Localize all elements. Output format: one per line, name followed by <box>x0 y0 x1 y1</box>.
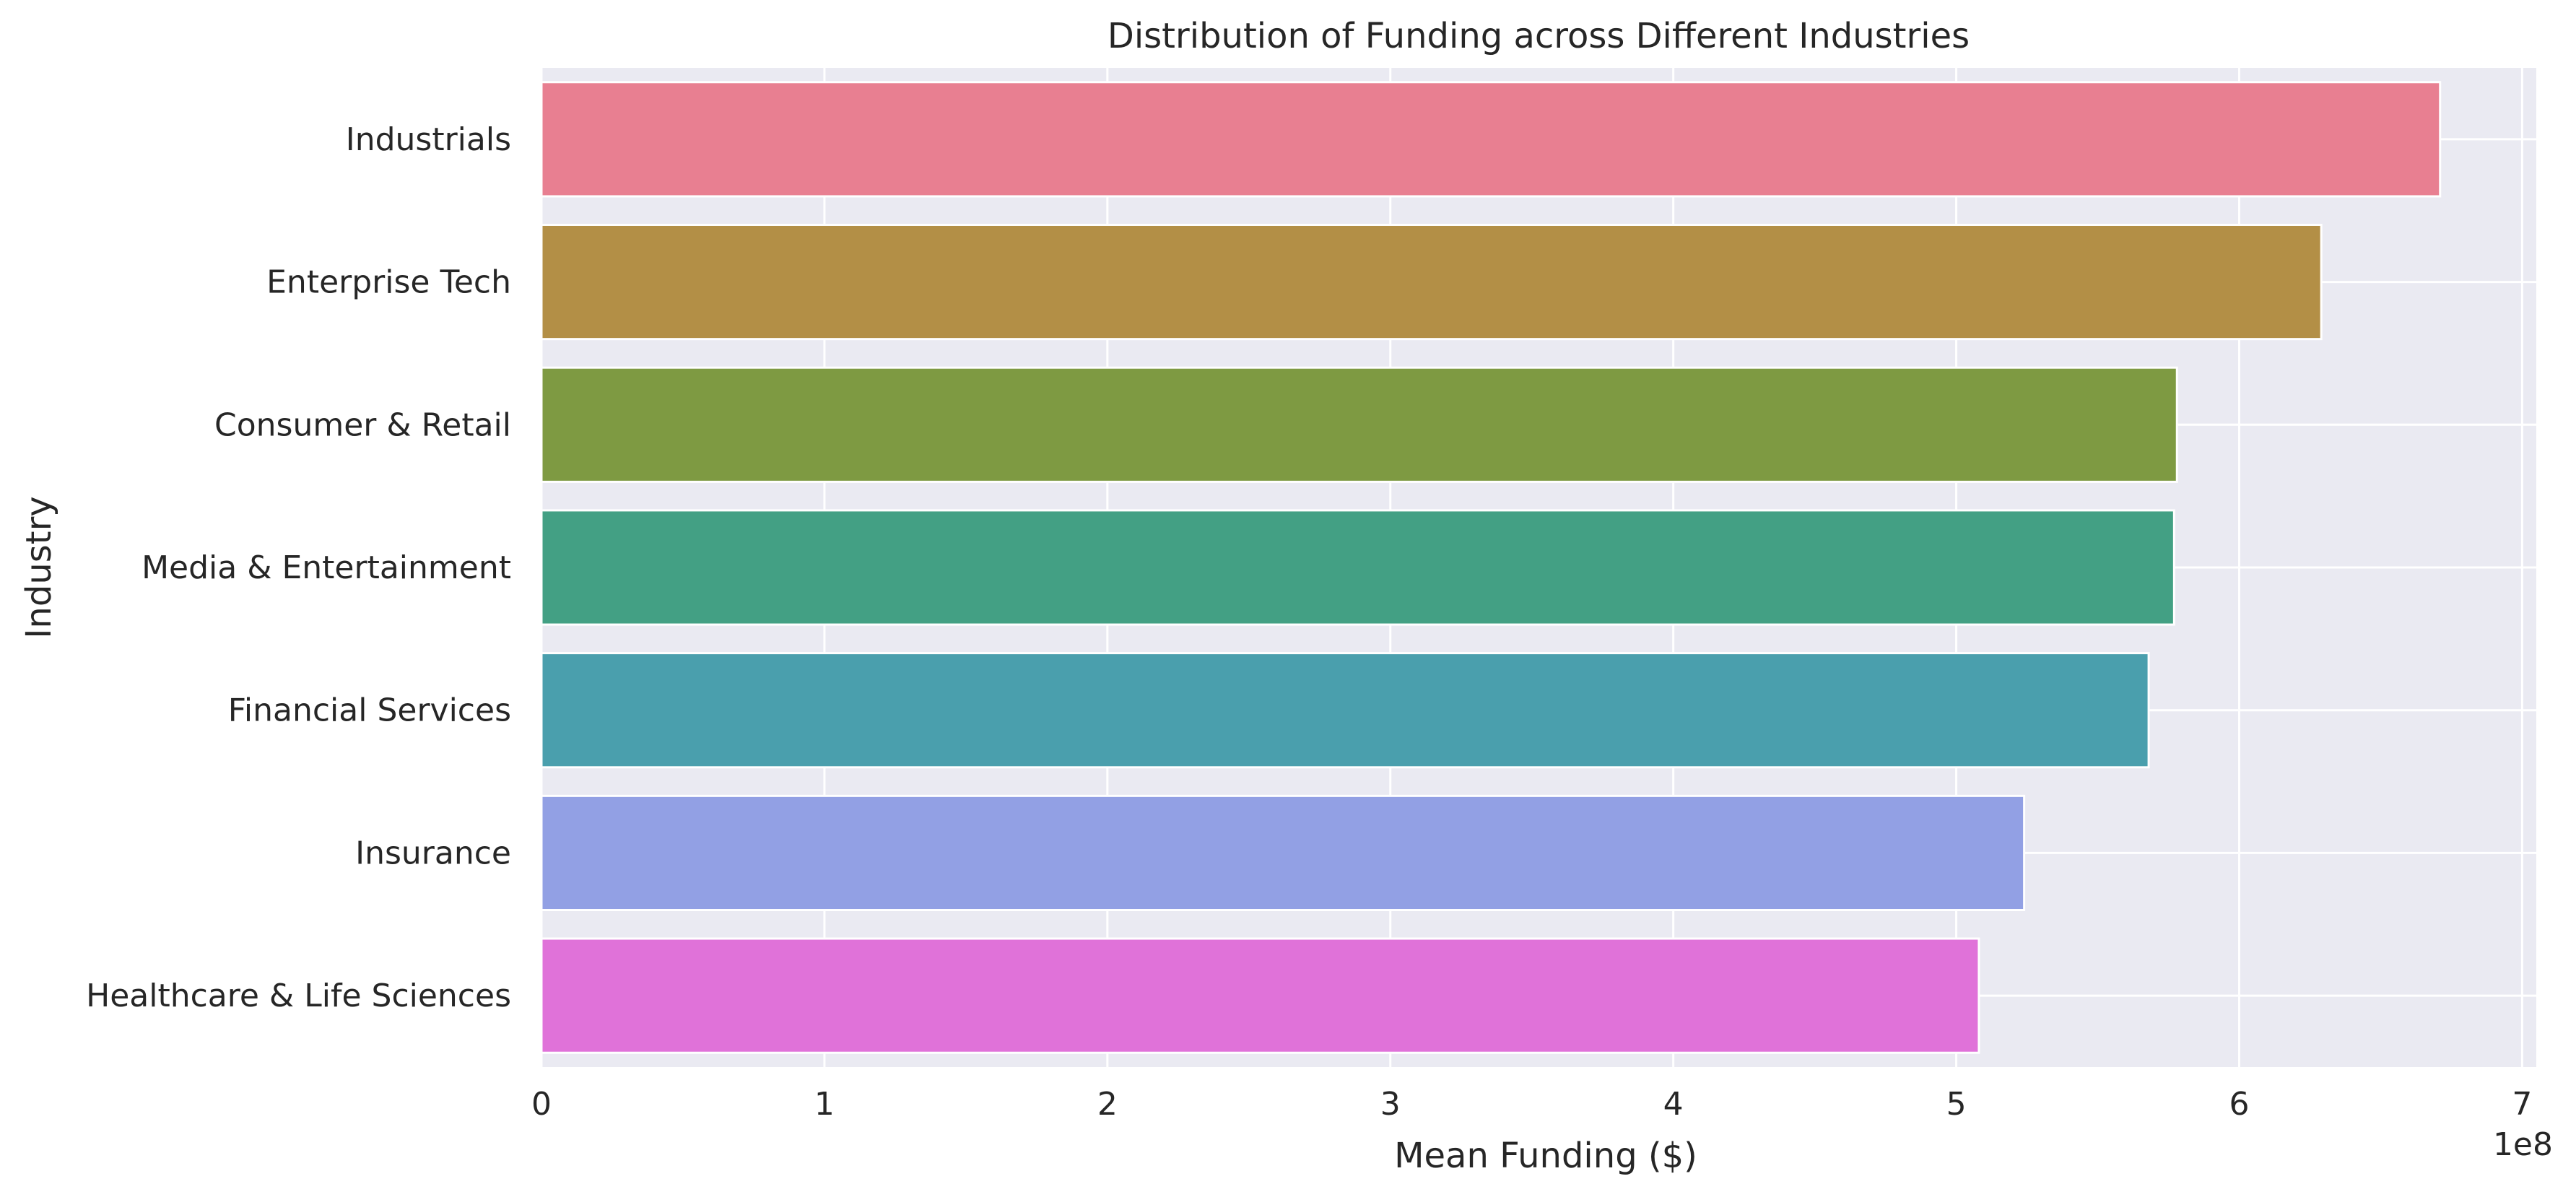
x-tick-label: 6 <box>2229 1086 2249 1123</box>
bars <box>540 81 2442 1054</box>
bar <box>540 509 2175 626</box>
y-tick-label: Media & Entertainment <box>142 549 511 586</box>
y-tick-label: Consumer & Retail <box>214 406 511 443</box>
bar <box>540 652 2150 769</box>
chart-title: Distribution of Funding across Different… <box>1108 16 1970 56</box>
y-tick-label: Industrials <box>346 121 511 158</box>
x-axis-label: Mean Funding ($) <box>1394 1136 1697 1176</box>
x-axis-offset-label: 1e8 <box>2493 1126 2553 1163</box>
x-tick-label: 7 <box>2512 1086 2532 1123</box>
bar <box>540 794 2026 912</box>
y-tick-label: Insurance <box>355 835 511 871</box>
y-tick-label: Financial Services <box>228 692 511 729</box>
bar <box>540 223 2323 341</box>
y-tick-label: Enterprise Tech <box>266 264 511 301</box>
x-tick-label: 2 <box>1097 1086 1118 1123</box>
y-tick-labels: Industrials Enterprise Tech Consumer & Ret… <box>86 121 511 1014</box>
x-tick-label: 1 <box>814 1086 835 1123</box>
bar <box>540 81 2442 198</box>
x-tick-labels: 0 1 2 3 4 5 6 7 <box>531 1086 2532 1123</box>
y-axis-label: Industry <box>19 496 59 638</box>
x-tick-label: 4 <box>1663 1086 1684 1123</box>
x-tick-label: 3 <box>1380 1086 1401 1123</box>
bar <box>540 366 2178 483</box>
y-tick-label: Healthcare & Life Sciences <box>86 978 511 1014</box>
bar <box>540 937 1980 1054</box>
x-tick-label: 5 <box>1946 1086 1967 1123</box>
x-tick-label: 0 <box>531 1086 552 1123</box>
